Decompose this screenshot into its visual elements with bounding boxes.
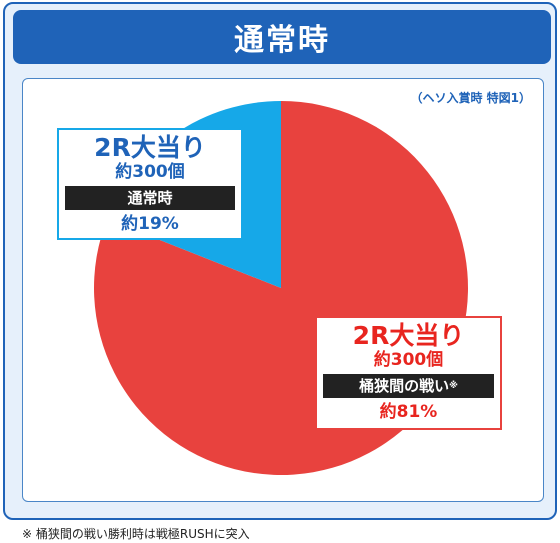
- footnote: ※ 桶狭間の戦い勝利時は戦極RUSHに突入: [22, 527, 250, 541]
- slice-label-percent: 約19%: [121, 214, 179, 234]
- slice-label-title: 2R大当り: [94, 133, 206, 162]
- slice-label-blue: 2R大当り 約300個 通常時 約19%: [57, 128, 243, 240]
- slice-label-mode-text: 通常時: [127, 189, 173, 207]
- slice-label-mode: 通常時: [65, 186, 235, 210]
- slice-label-percent: 約81%: [379, 402, 438, 422]
- chart-title: 通常時: [13, 10, 551, 64]
- slice-label-mode-mark: ※: [449, 381, 458, 391]
- slice-label-title: 2R大当り: [352, 321, 465, 350]
- chart-subtitle: （ヘソ入賞時 特図1）: [410, 91, 531, 105]
- slice-label-mode: 桶狭間の戦い※: [323, 374, 494, 398]
- slice-label-rounds: 約300個: [373, 350, 444, 370]
- slice-label-mode-text: 桶狭間の戦い: [359, 377, 450, 395]
- slice-label-red: 2R大当り 約300個 桶狭間の戦い※ 約81%: [315, 316, 502, 430]
- slice-label-rounds: 約300個: [115, 162, 185, 182]
